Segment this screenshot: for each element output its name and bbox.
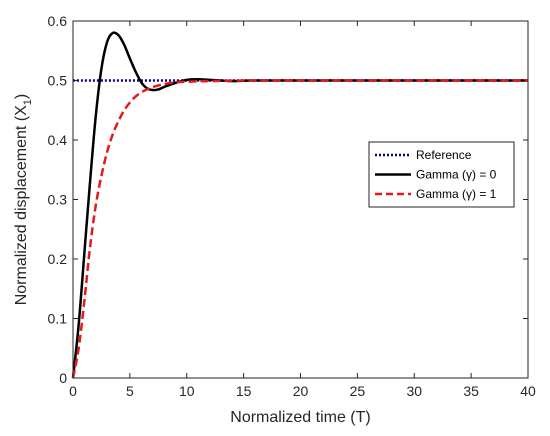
ticks-layer: 0 5 10 15 20 25 30 35 40 0 0.1 0.2 0.3 0.4 0.5 0.6 [48, 13, 536, 399]
y-axis-label-end: ) [13, 94, 30, 99]
legend-label-gamma-1: Gamma (γ) = 1 [416, 187, 497, 201]
series-line-2 [71, 79, 528, 379]
x-tick-label: 0 [69, 383, 77, 399]
x-tick-label: 25 [350, 383, 366, 399]
legend: Reference Gamma (γ) = 0 Gamma (γ) = 1 [368, 141, 515, 208]
x-tick-label: 10 [179, 383, 195, 399]
x-tick-label: 5 [126, 383, 134, 399]
y-tick-label: 0.6 [48, 13, 68, 29]
y-tick-label: 0.2 [48, 251, 68, 267]
y-axis-label: Normalized displacement (X1) [13, 94, 34, 306]
y-tick-label: 0.5 [48, 73, 68, 89]
x-axis-label: Normalized time (T) [230, 409, 370, 426]
x-tick-label: 20 [293, 383, 309, 399]
y-axis-label-subscript: 1 [22, 99, 34, 105]
y-tick-label: 0.4 [48, 132, 68, 148]
x-tick-label: 30 [406, 383, 422, 399]
y-tick-label: 0 [59, 370, 67, 386]
legend-label-gamma-0: Gamma (γ) = 0 [416, 168, 497, 182]
x-tick-label: 40 [520, 383, 536, 399]
y-tick-label: 0.3 [48, 192, 68, 208]
y-axis-label-main: Normalized displacement (X [13, 105, 30, 305]
y-tick-label: 0.1 [48, 311, 68, 327]
plot-frame [72, 20, 529, 379]
series-layer [71, 31, 528, 379]
legend-label-reference: Reference [416, 148, 472, 162]
x-tick-label: 15 [236, 383, 252, 399]
x-tick-label: 35 [463, 383, 479, 399]
